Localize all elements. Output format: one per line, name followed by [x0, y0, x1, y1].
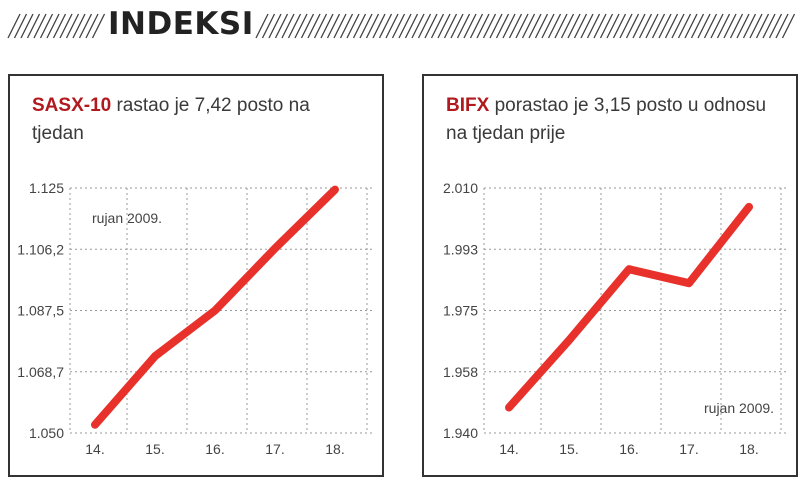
- data-point: [154, 355, 156, 357]
- x-tick-label: 16.: [205, 441, 224, 457]
- y-tick-label: 1.993: [443, 241, 478, 257]
- grid: [483, 187, 788, 434]
- series-line: [505, 202, 753, 412]
- caption-text: porastao je 3,15 posto u odnosu na tjeda…: [446, 95, 767, 144]
- y-tick-label: 1.087,5: [17, 303, 64, 319]
- chart-panel-bifx: BIFX porastao je 3,15 posto u odnosu na …: [422, 74, 798, 477]
- date-note: rujan 2009.: [92, 210, 162, 226]
- y-tick-label: 1.068,7: [17, 364, 64, 380]
- y-tick-label: 1.975: [443, 303, 478, 319]
- x-tick-label: 17.: [265, 441, 284, 457]
- chart-panel-sasx: SASX-10 rastao je 7,42 posto na tjedan 1…: [8, 74, 384, 477]
- sasx-line-chart: 1.125 1.106,2 1.087,5 1.068,7 1.050 14. 15. 16.…: [17, 180, 374, 457]
- data-point: [688, 282, 690, 284]
- index-name: SASX-10: [32, 95, 112, 116]
- section-header: INDEKSI: [0, 0, 801, 54]
- index-name: BIFX: [446, 95, 490, 116]
- chart-caption: BIFX porastao je 3,15 posto u odnosu na …: [446, 92, 776, 148]
- data-point: [568, 339, 570, 341]
- data-point: [334, 189, 336, 191]
- data-point: [748, 206, 750, 208]
- y-tick-label: 1.940: [443, 425, 478, 441]
- hatch-decoration: [7, 13, 796, 39]
- data-point: [94, 424, 96, 426]
- x-tick-label: 14.: [85, 441, 104, 457]
- x-tick-label: 15.: [559, 441, 578, 457]
- y-tick-label: 1.050: [29, 425, 64, 441]
- date-note: rujan 2009.: [704, 400, 774, 416]
- grid: [69, 187, 374, 434]
- y-tick-label: 1.106,2: [17, 241, 64, 257]
- y-tick-label: 1.125: [29, 180, 64, 196]
- caption-text: rastao je 7,42 posto na tjedan: [32, 95, 310, 144]
- chart-caption: SASX-10 rastao je 7,42 posto na tjedan: [32, 92, 362, 148]
- data-point: [628, 268, 630, 270]
- data-point: [274, 247, 276, 249]
- bifx-line-chart: 2.010 1.993 1.975 1.958 1.940 14. 15. 16. 17. 18.…: [443, 180, 788, 457]
- data-point: [508, 407, 510, 408]
- section-title: INDEKSI: [108, 6, 254, 42]
- y-tick-label: 1.958: [443, 364, 478, 380]
- x-tick-label: 16.: [619, 441, 638, 457]
- y-tick-label: 2.010: [443, 180, 478, 196]
- x-tick-label: 18.: [325, 441, 344, 457]
- data-point: [214, 310, 216, 311]
- x-tick-label: 14.: [499, 441, 518, 457]
- x-tick-label: 17.: [679, 441, 698, 457]
- x-tick-label: 18.: [739, 441, 758, 457]
- x-tick-label: 15.: [145, 441, 164, 457]
